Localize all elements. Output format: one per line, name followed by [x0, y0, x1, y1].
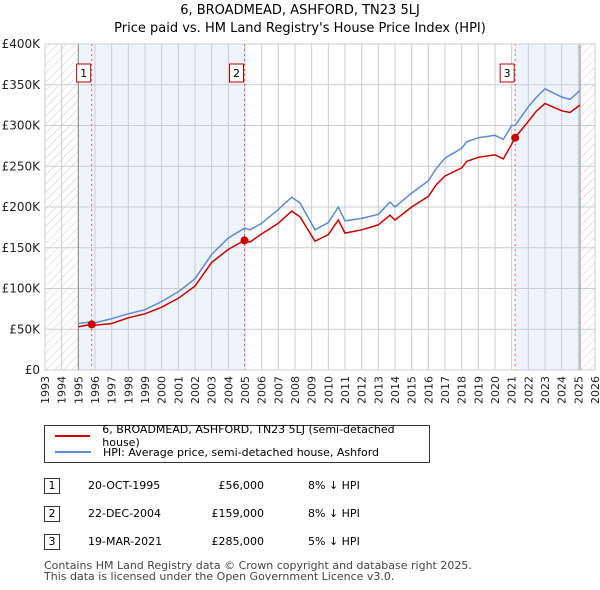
sale-label: 3 — [504, 67, 511, 80]
sale-price: £159,000 — [211, 507, 265, 520]
sale-label-box — [76, 63, 92, 83]
x-tick-label: 2017 — [439, 376, 452, 404]
sale-price: £285,000 — [211, 535, 265, 548]
x-tick-label: 2018 — [456, 376, 469, 404]
x-tick-label: 2005 — [239, 376, 252, 404]
x-tick-label: 2023 — [539, 376, 552, 404]
x-tick-label: 2000 — [156, 376, 169, 404]
x-tick-label: 1999 — [139, 376, 152, 404]
x-tick-label: 2016 — [422, 376, 435, 404]
y-tick-label: £250K — [2, 159, 42, 173]
x-tick-label: 1996 — [89, 376, 102, 404]
y-tick-label: £50K — [9, 322, 41, 336]
y-tick-label: £400K — [2, 37, 42, 51]
x-tick-label: 2020 — [489, 376, 502, 404]
sale-label: 2 — [233, 67, 240, 80]
y-tick-label: £350K — [2, 78, 42, 92]
x-tick-label: 1993 — [39, 376, 52, 404]
x-tick-label: 2011 — [339, 376, 352, 404]
plot-border — [44, 43, 596, 371]
sale-date: 19-MAR-2021 — [88, 535, 163, 548]
y-tick-label: £150K — [2, 241, 42, 255]
x-tick-label: 2001 — [172, 376, 185, 404]
sale-label-box — [499, 63, 515, 83]
x-tick-label: 2002 — [189, 376, 202, 404]
footer: Contains HM Land Registry data © Crown c… — [44, 560, 472, 582]
legend-swatch — [55, 435, 91, 437]
x-tick-label: 2014 — [389, 376, 402, 404]
sale-row: 2 22-DEC-2004 £159,000 8% ↓ HPI — [44, 504, 464, 524]
sale-label: 1 — [80, 67, 87, 80]
sale-number: 1 — [44, 478, 60, 494]
sale-point — [87, 320, 96, 329]
title-line: 6, BROADMEAD, ASHFORD, TN23 5LJ — [180, 3, 420, 18]
chart-title: 6, BROADMEAD, ASHFORD, TN23 5LJ Price pai… — [0, 2, 600, 38]
x-tick-label: 2010 — [322, 376, 335, 404]
x-tick-label: 1998 — [122, 376, 135, 404]
legend: 6, BROADMEAD, ASHFORD, TN23 5LJ (semi-de… — [44, 423, 430, 463]
x-tick-label: 2022 — [522, 376, 535, 404]
x-tick-label: 2021 — [506, 376, 519, 404]
sale-hpi-diff: 8% ↓ HPI — [308, 479, 360, 492]
x-tick-label: 2009 — [306, 376, 319, 404]
legend-item-hpi: HPI: Average price, semi-detached house,… — [55, 444, 379, 460]
x-tick-label: 2025 — [572, 376, 585, 404]
sale-point — [511, 133, 520, 142]
price-paid-line — [78, 102, 581, 328]
x-tick-label: 2019 — [472, 376, 485, 404]
x-tick-label: 2024 — [556, 376, 569, 404]
x-tick-label: 2026 — [589, 376, 600, 404]
x-tick-label: 2003 — [206, 376, 219, 404]
legend-label: HPI: Average price, semi-detached house,… — [103, 445, 380, 459]
x-tick-label: 2006 — [256, 376, 269, 404]
sale-date: 20-OCT-1995 — [88, 479, 161, 492]
y-tick-label: £300K — [2, 119, 42, 133]
x-tick-label: 2004 — [222, 376, 235, 404]
y-tick-label: £200K — [2, 200, 42, 214]
x-tick-label: 2015 — [406, 376, 419, 404]
sale-row: 1 20-OCT-1995 £56,000 8% ↓ HPI — [44, 476, 464, 496]
sale-row: 3 19-MAR-2021 £285,000 5% ↓ HPI — [44, 532, 464, 552]
x-tick-label: 1995 — [72, 376, 85, 404]
sale-point — [240, 236, 249, 245]
legend-label: 6, BROADMEAD, ASHFORD, TN23 5LJ (semi-de… — [102, 423, 395, 449]
sale-number: 3 — [44, 534, 60, 550]
x-tick-label: 1997 — [106, 376, 119, 404]
subtitle-line: Price paid vs. HM Land Registry's House … — [114, 21, 486, 36]
y-tick-label: £0 — [25, 363, 40, 377]
sale-label-box — [229, 63, 244, 83]
hpi-line — [78, 87, 581, 325]
sale-price: £56,000 — [218, 479, 265, 492]
y-tick-label: £100K — [2, 282, 42, 296]
x-tick-label: 2013 — [372, 376, 385, 404]
x-tick-label: 2007 — [272, 376, 285, 404]
x-tick-label: 2012 — [356, 376, 369, 404]
sale-hpi-diff: 8% ↓ HPI — [308, 507, 360, 520]
price-chart: 1993 1994 1995 1996 1997 1998 1999 2000 2001 2002… — [2, 37, 600, 404]
x-tick-label: 1994 — [56, 376, 69, 404]
x-tick-label: 2008 — [289, 376, 302, 404]
footer-line: This data is licensed under the Open Gov… — [44, 570, 395, 583]
legend-swatch — [55, 451, 91, 453]
footer-line: Contains HM Land Registry data © Crown c… — [44, 559, 472, 572]
sale-number: 2 — [44, 506, 60, 522]
legend-item-property: 6, BROADMEAD, ASHFORD, TN23 5LJ (semi-de… — [55, 423, 429, 449]
sale-hpi-diff: 5% ↓ HPI — [308, 535, 360, 548]
sale-date: 22-DEC-2004 — [88, 507, 162, 520]
